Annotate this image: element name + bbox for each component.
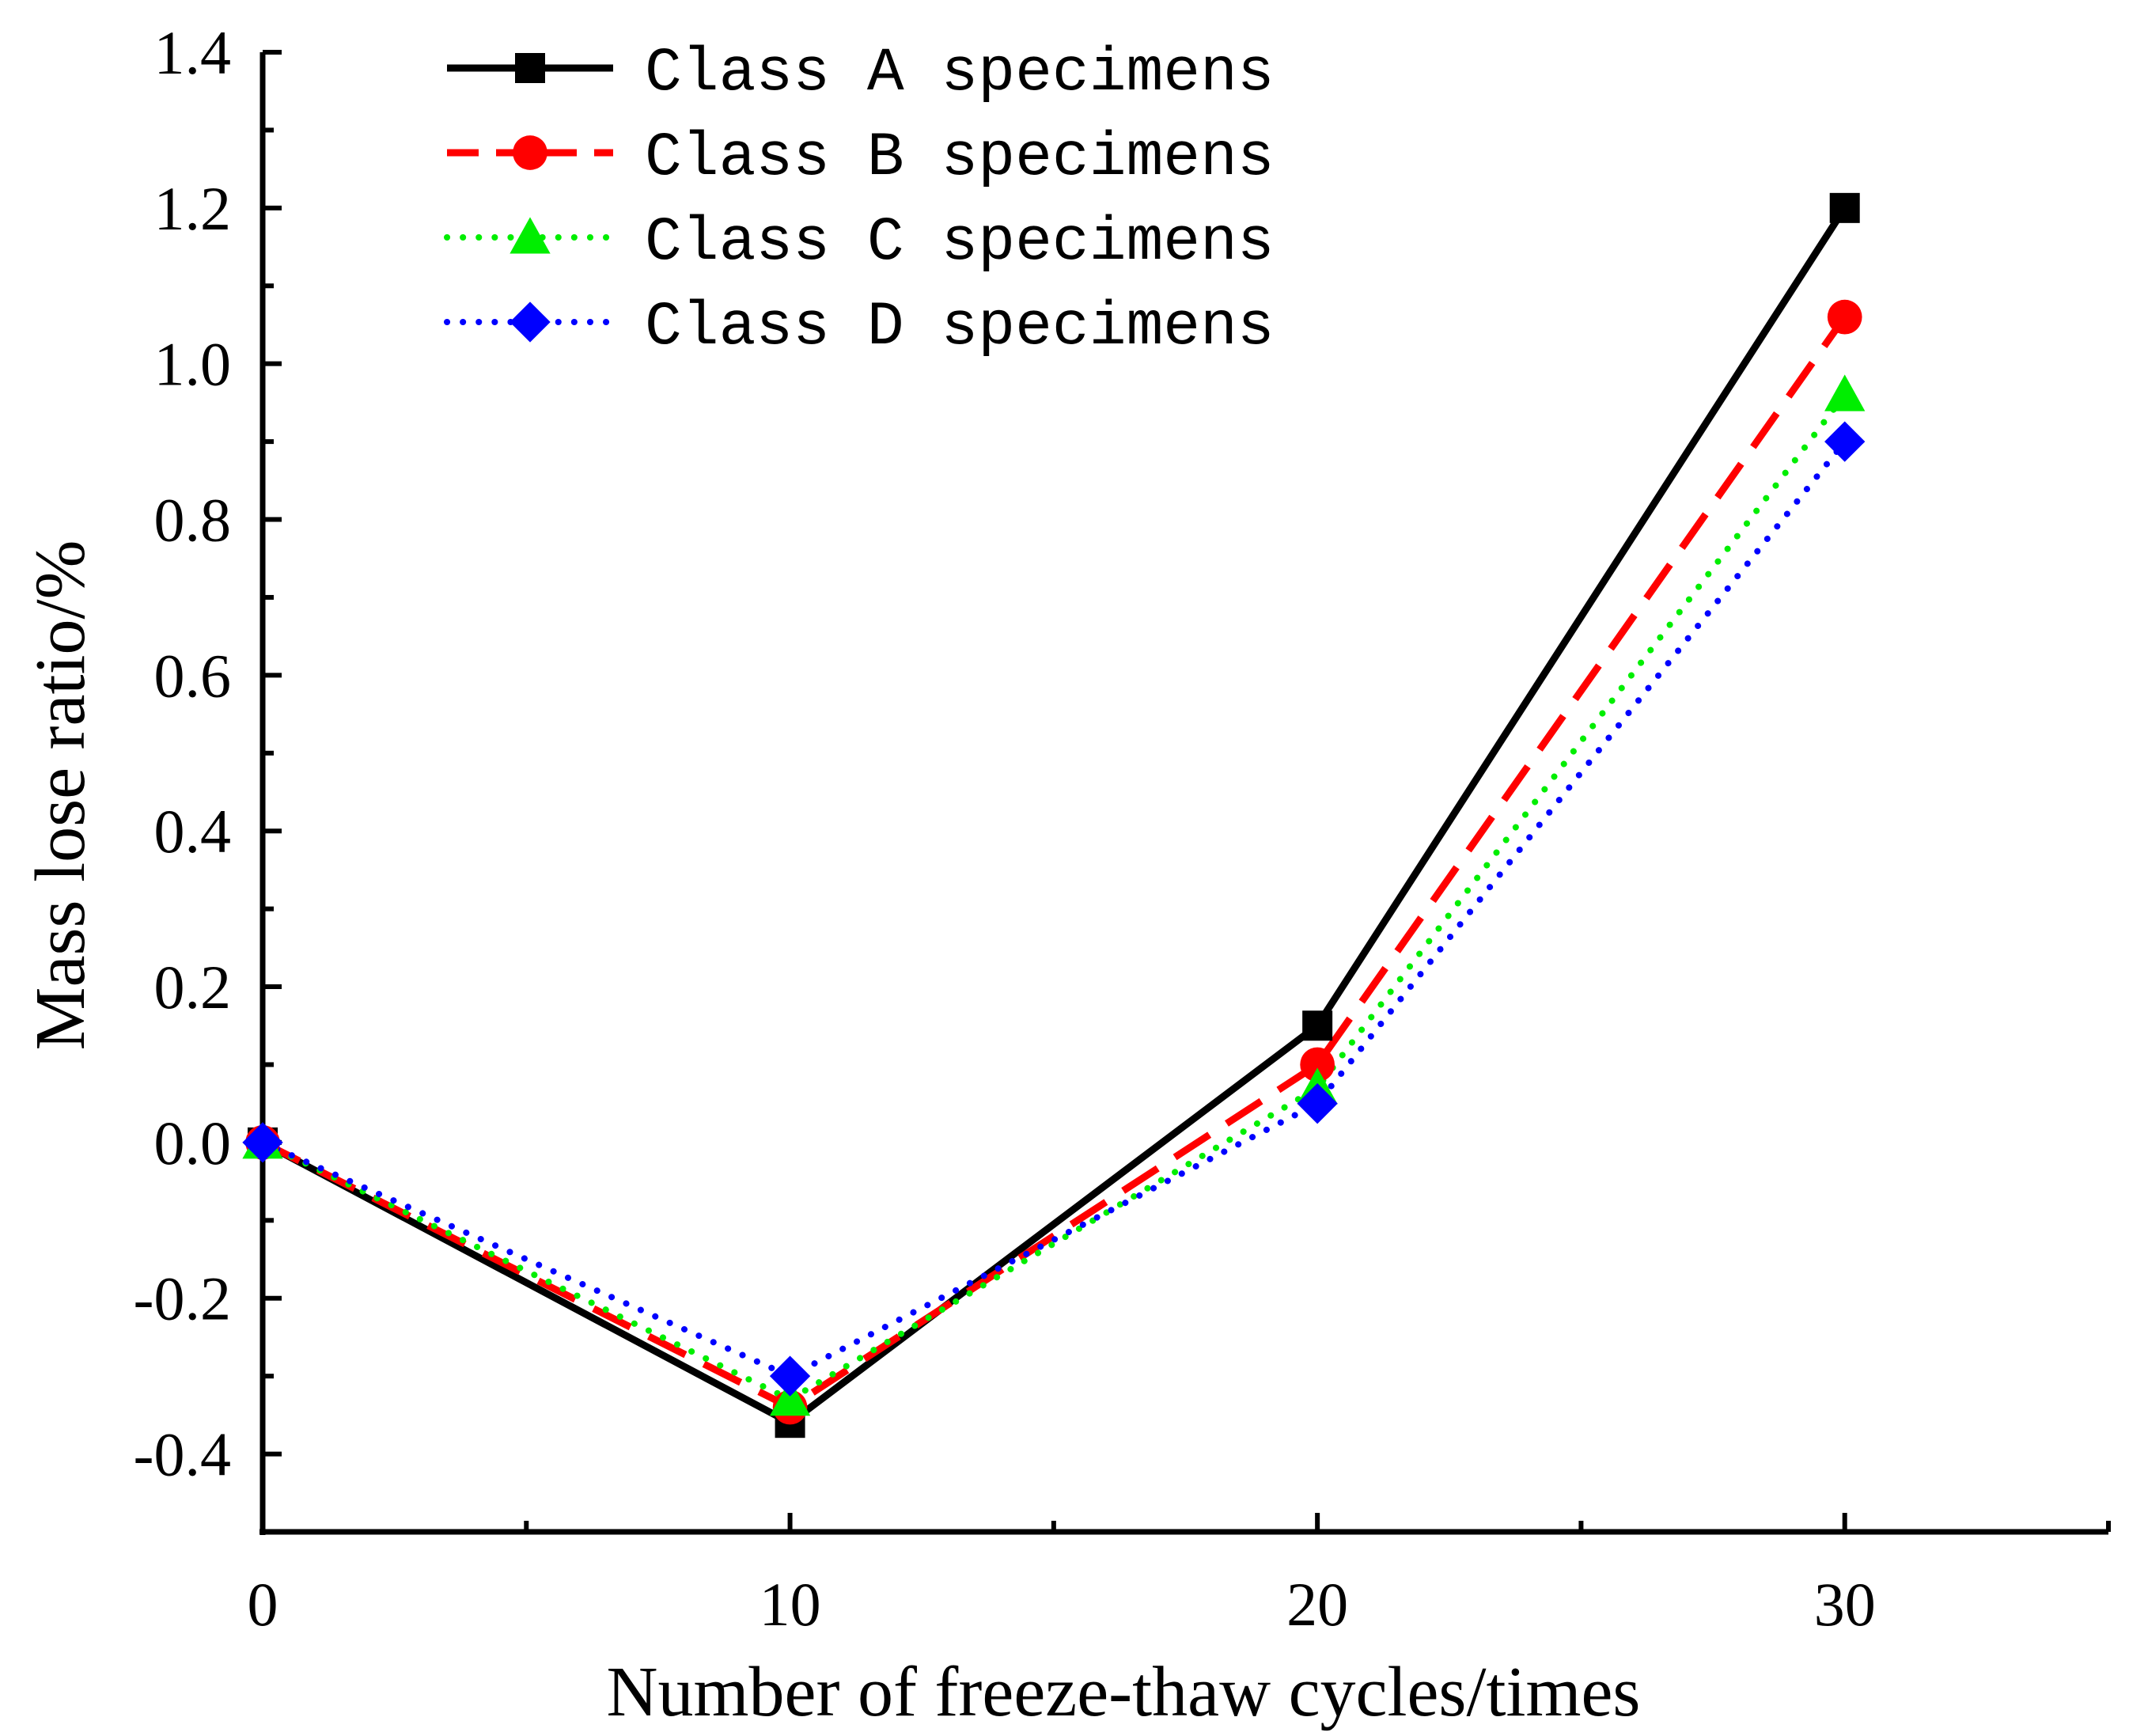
y-tick-label: 0.2 (154, 953, 232, 1022)
legend-marker (513, 135, 547, 170)
legend-label: Class D specimens (645, 293, 1275, 362)
y-tick-label: 0.6 (154, 641, 232, 710)
data-point-marker (242, 1122, 283, 1163)
legend-marker (510, 217, 551, 254)
data-point-marker (1302, 1010, 1333, 1041)
x-tick-label: 0 (248, 1570, 278, 1639)
series-markers (242, 192, 1866, 1438)
axes (259, 52, 2108, 1535)
data-point-marker (1824, 374, 1866, 411)
y-axis-title: Mass lose ratio/% (21, 540, 100, 1051)
data-point-marker (1829, 192, 1860, 223)
series-line (259, 438, 1848, 1380)
series-lines (259, 206, 1848, 1427)
y-tick-label: 1.4 (154, 18, 232, 87)
y-tick-label: 1.2 (154, 174, 232, 243)
x-tick-label: 30 (1814, 1570, 1876, 1639)
data-point-marker (1297, 1083, 1338, 1124)
legend-marker (515, 53, 545, 83)
legend-marker (510, 301, 551, 343)
legend-label: Class A specimens (645, 39, 1275, 108)
y-tick-label: 0.4 (154, 797, 232, 866)
series-line (259, 392, 1848, 1404)
data-point-marker (1827, 299, 1862, 335)
legend-label: Class C specimens (645, 208, 1275, 278)
series-line (260, 315, 1848, 1412)
x-tick-label: 10 (760, 1570, 821, 1639)
y-tick-label: 0.8 (154, 486, 232, 555)
data-point-marker (1824, 421, 1866, 462)
legend-label: Class B specimens (645, 123, 1275, 193)
y-tick-label: -0.4 (134, 1420, 231, 1489)
y-tick-label: 1.0 (154, 330, 232, 399)
series-line (260, 206, 1848, 1427)
data-point-marker (769, 1355, 811, 1397)
y-tick-label: -0.2 (134, 1264, 231, 1333)
data-point-marker (769, 1379, 811, 1416)
legend: Class A specimens Class B specimens Class … (444, 39, 1275, 362)
x-axis-title: Number of freeze-thaw cycles/times (607, 1653, 1641, 1731)
ticks: -0.4 -0.2 0.0 0.2 0.4 0.6 0.8 1.0 1.2 1.4 0 10 20 30 (134, 18, 2111, 1639)
y-tick-label: 0.0 (154, 1109, 232, 1177)
x-tick-label: 20 (1286, 1570, 1348, 1639)
data-point-marker (1300, 1047, 1335, 1082)
